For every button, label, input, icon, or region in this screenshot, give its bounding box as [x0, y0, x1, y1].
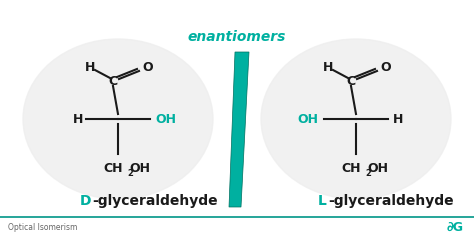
Text: Optical Isomerism: Optical Isomerism — [8, 223, 77, 232]
Text: H: H — [85, 60, 95, 73]
Text: H: H — [323, 60, 333, 73]
Text: C: C — [346, 74, 356, 87]
Ellipse shape — [23, 39, 213, 199]
Text: 2: 2 — [127, 169, 133, 178]
Text: ∂G: ∂G — [447, 220, 464, 233]
Text: L: L — [318, 194, 327, 208]
Text: C: C — [109, 74, 118, 87]
Text: OH: OH — [367, 163, 389, 176]
Text: H: H — [73, 113, 83, 126]
Text: 2: 2 — [365, 169, 371, 178]
Text: -glyceraldehyde: -glyceraldehyde — [92, 194, 218, 208]
Text: -glyceraldehyde: -glyceraldehyde — [328, 194, 454, 208]
Polygon shape — [229, 52, 249, 207]
Text: enantiomers: enantiomers — [188, 30, 286, 44]
Text: OH: OH — [129, 163, 151, 176]
Text: CH: CH — [341, 163, 361, 176]
Text: OH: OH — [155, 113, 176, 126]
Text: O: O — [381, 60, 392, 73]
Text: H: H — [393, 113, 403, 126]
Text: D: D — [80, 194, 91, 208]
Text: OH: OH — [298, 113, 319, 126]
Text: CH: CH — [103, 163, 123, 176]
Ellipse shape — [261, 39, 451, 199]
Text: O: O — [143, 60, 153, 73]
